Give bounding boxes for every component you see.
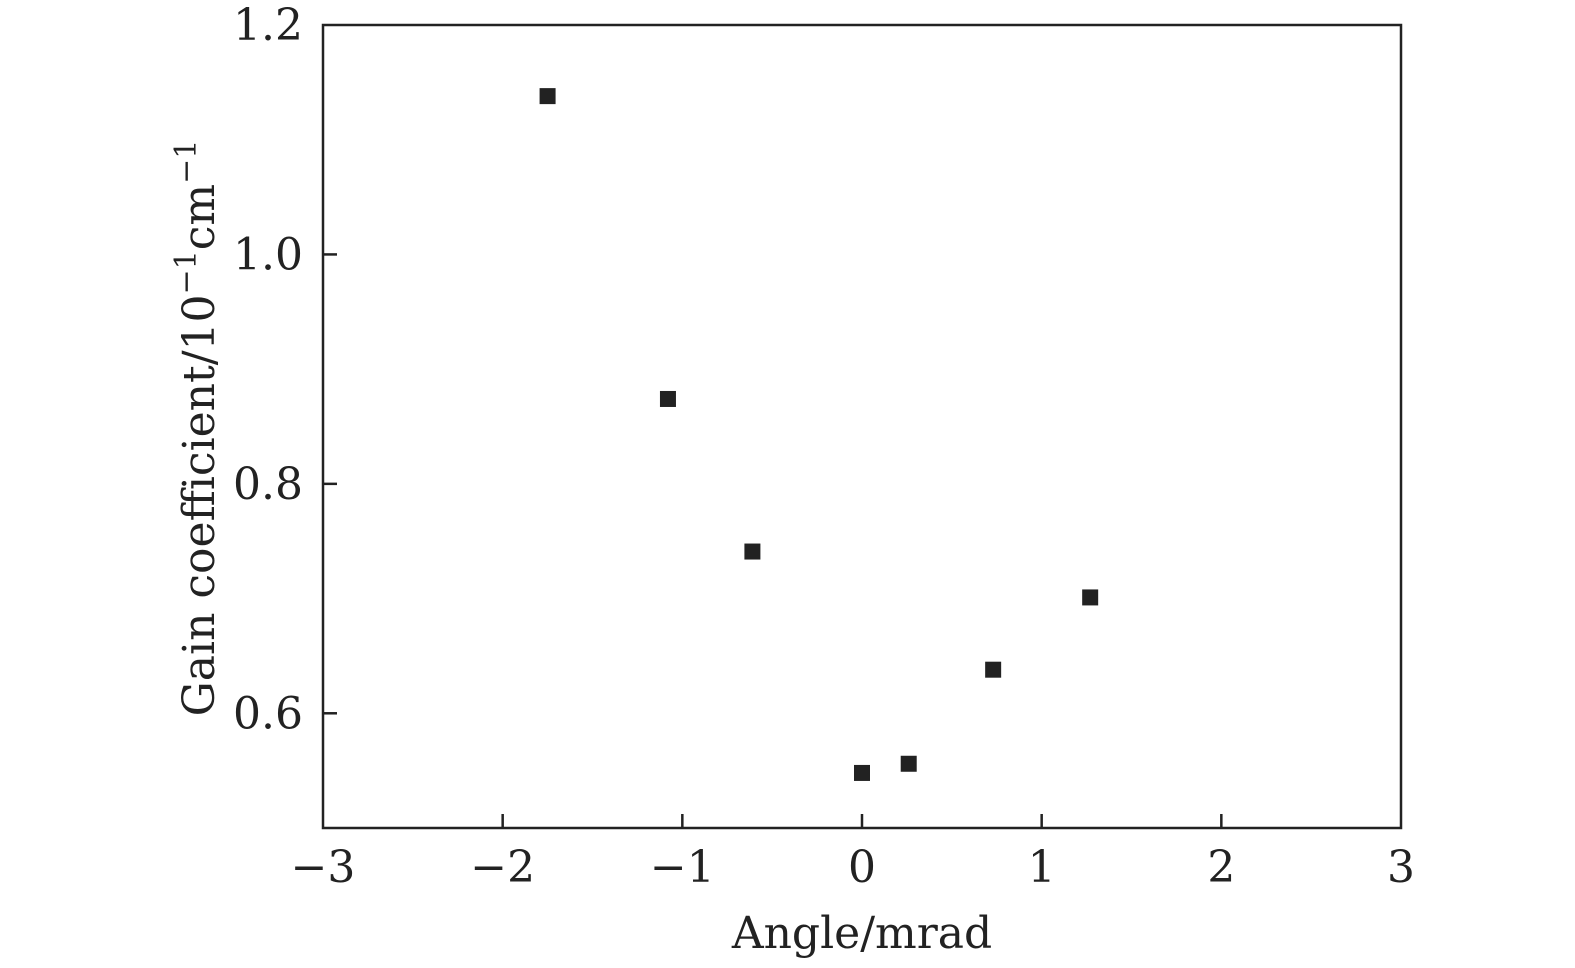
x-tick-label: 1 — [1028, 842, 1056, 893]
x-axis: −3 −2 −1 0 1 2 3 — [291, 814, 1415, 893]
data-point — [900, 755, 917, 772]
data-point — [659, 390, 676, 407]
y-tick-label: 0.8 — [233, 459, 303, 510]
data-point — [539, 88, 556, 105]
x-axis-title: Angle/mrad — [731, 908, 992, 959]
x-tick-label: −3 — [291, 842, 356, 893]
x-tick-label: 3 — [1387, 842, 1415, 893]
y-tick-label: 1.2 — [233, 0, 303, 51]
y-tick-label: 1.0 — [233, 229, 303, 280]
y-axis-title-base: Gain coefficient/10 — [174, 294, 225, 716]
x-tick-label: −1 — [650, 842, 715, 893]
data-points — [539, 88, 1099, 781]
y-axis-title: Gain coefficient/10−1cm−1 — [169, 140, 225, 717]
data-point — [744, 543, 761, 560]
y-axis-title-exponent-2: −1 — [169, 140, 204, 184]
data-point — [1082, 589, 1099, 606]
x-tick-label: 0 — [848, 842, 876, 893]
y-axis-title-exponent-1: −1 — [169, 250, 204, 294]
data-point — [985, 661, 1002, 678]
plot-frame — [321, 23, 1403, 830]
x-tick-label: 2 — [1207, 842, 1235, 893]
y-axis: 0.6 0.8 1.0 1.2 — [233, 0, 337, 739]
x-tick-label: −2 — [470, 842, 535, 893]
data-point — [854, 764, 870, 781]
y-tick-label: 0.6 — [233, 688, 303, 739]
y-axis-title-unit: cm — [174, 184, 225, 250]
